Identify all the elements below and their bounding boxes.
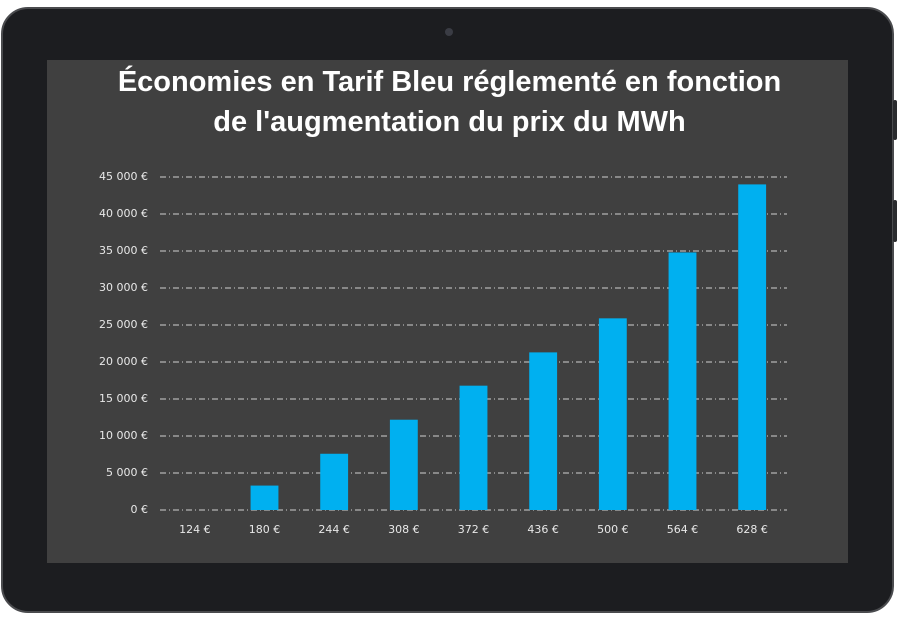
camera bbox=[445, 28, 453, 36]
bar bbox=[459, 385, 488, 510]
bar bbox=[668, 252, 697, 511]
x-tick-label: 180 € bbox=[249, 523, 281, 536]
y-tick-label: 10 000 € bbox=[99, 429, 148, 442]
y-tick-label: 25 000 € bbox=[99, 318, 148, 331]
plot-area: 0 € 5 000 € 10 000 € 15 000 € 20 000 € 25 000… bbox=[99, 170, 787, 536]
y-tick-label: 35 000 € bbox=[99, 244, 148, 257]
x-tick-label: 124 € bbox=[179, 523, 211, 536]
chart-title: Économies en Tarif Bleu réglementé en fo… bbox=[117, 66, 782, 138]
bar bbox=[389, 419, 418, 510]
x-tick-label: 500 € bbox=[597, 523, 629, 536]
x-tick-label: 244 € bbox=[318, 523, 350, 536]
bar bbox=[598, 318, 627, 510]
screen bbox=[47, 60, 848, 563]
x-tick-label: 628 € bbox=[736, 523, 768, 536]
bar bbox=[320, 453, 349, 510]
x-tick-label: 372 € bbox=[458, 523, 490, 536]
y-tick-label: 30 000 € bbox=[99, 281, 148, 294]
x-tick-label: 308 € bbox=[388, 523, 420, 536]
x-tick-label: 436 € bbox=[527, 523, 559, 536]
side-button bbox=[893, 200, 897, 242]
y-tick-label: 5 000 € bbox=[106, 466, 148, 479]
side-button bbox=[893, 100, 897, 140]
y-tick-label: 0 € bbox=[131, 503, 149, 516]
y-tick-label: 40 000 € bbox=[99, 207, 148, 220]
y-tick-label: 20 000 € bbox=[99, 355, 148, 368]
bar bbox=[250, 485, 279, 510]
y-tick-label: 45 000 € bbox=[99, 170, 148, 183]
x-tick-label: 564 € bbox=[667, 523, 699, 536]
bar bbox=[529, 352, 558, 510]
bar bbox=[738, 184, 767, 510]
y-tick-label: 15 000 € bbox=[99, 392, 148, 405]
